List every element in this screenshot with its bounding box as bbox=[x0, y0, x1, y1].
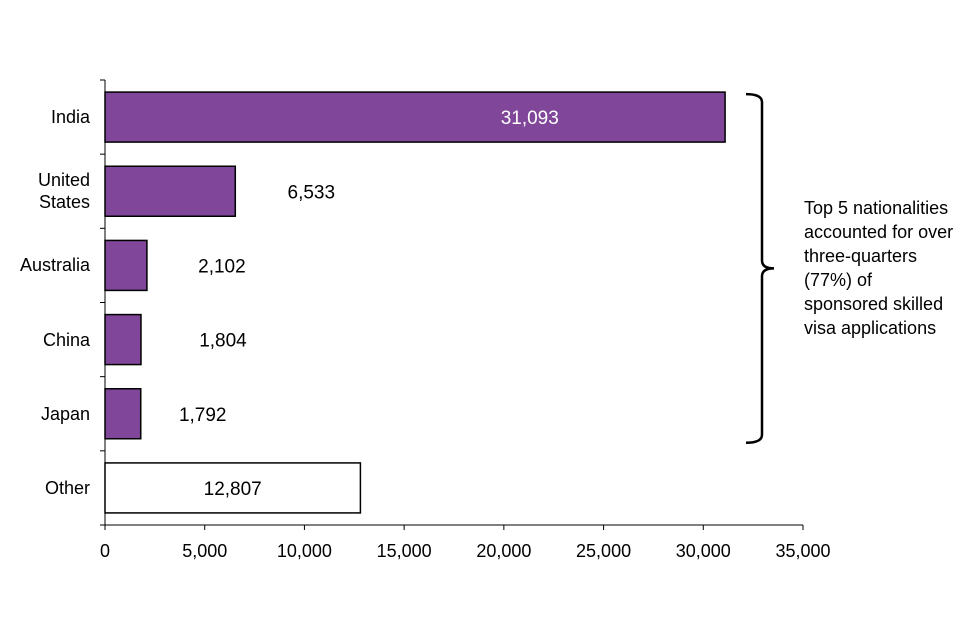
bar-india bbox=[104, 91, 726, 143]
x-tick-label: 5,000 bbox=[182, 541, 227, 561]
bar-united-states bbox=[104, 165, 237, 217]
value-label: 6,533 bbox=[288, 182, 336, 203]
category-label: United States bbox=[37, 170, 90, 213]
value-label: 2,102 bbox=[198, 256, 246, 277]
value-label: 1,804 bbox=[199, 331, 247, 352]
chart-tick-labels: 0 5,000 10,000 15,000 20,000 25,000 30,000 35,0… bbox=[100, 541, 831, 561]
category-label: Other bbox=[44, 477, 90, 498]
x-tick-label: 0 bbox=[100, 541, 110, 561]
bar-australia bbox=[104, 239, 148, 292]
x-tick-label: 20,000 bbox=[476, 541, 531, 561]
bar-japan bbox=[104, 388, 142, 440]
category-label: Japan bbox=[40, 403, 90, 424]
value-label: 1,792 bbox=[179, 405, 227, 426]
chart-axes bbox=[100, 79, 804, 530]
top5-bracket bbox=[745, 92, 775, 444]
chart-bars bbox=[104, 91, 726, 514]
value-label: 12,807 bbox=[204, 479, 262, 500]
bar-china bbox=[104, 313, 142, 366]
value-label: 31,093 bbox=[501, 108, 559, 129]
category-label: Australia bbox=[19, 255, 90, 276]
x-tick-label: 15,000 bbox=[377, 541, 432, 561]
category-label: India bbox=[50, 107, 90, 128]
chart-value-labels: 31,093 6,533 2,102 1,804 1,792 12,807 bbox=[179, 108, 559, 500]
x-tick-label: 30,000 bbox=[676, 541, 731, 561]
bar-other bbox=[104, 462, 362, 514]
x-tick-label: 35,000 bbox=[775, 541, 830, 561]
top5-annotation: Top 5 nationalities accounted for over t… bbox=[804, 198, 954, 338]
x-tick-label: 10,000 bbox=[277, 541, 332, 561]
x-tick-label: 25,000 bbox=[576, 541, 631, 561]
category-label: China bbox=[42, 329, 90, 350]
